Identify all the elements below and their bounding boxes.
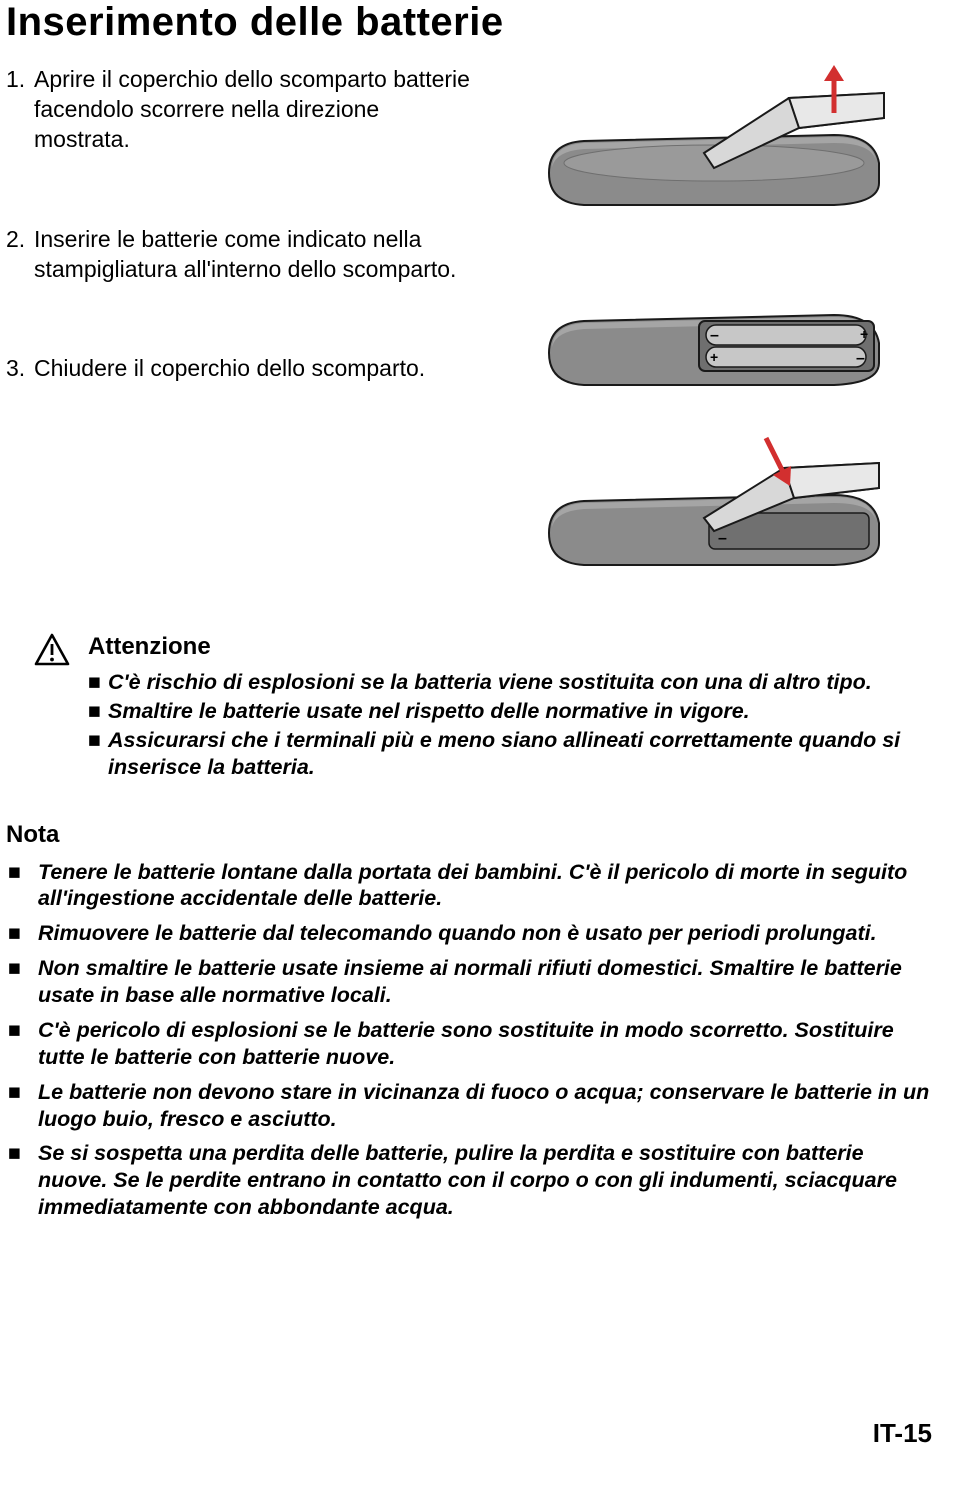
bullet-icon: ■ bbox=[88, 698, 108, 725]
step-text: Chiudere il coperchio dello scomparto. bbox=[34, 354, 425, 384]
battery-compartment-icon: + – + – bbox=[699, 321, 874, 371]
bullet-icon: ■ bbox=[6, 920, 38, 947]
step-1: 1. Aprire il coperchio dello scomparto b… bbox=[6, 65, 476, 155]
bullet-icon: ■ bbox=[6, 1017, 38, 1071]
figure-insert-batteries: + – + – bbox=[534, 243, 904, 403]
nota-item: ■ C'è pericolo di esplosioni se le batte… bbox=[6, 1017, 932, 1071]
nota-item: ■ Rimuovere le batterie dal telecomando … bbox=[6, 920, 932, 947]
warning-triangle-icon bbox=[34, 633, 70, 667]
nota-list: ■ Tenere le batterie lontane dalla porta… bbox=[6, 859, 932, 1222]
nota-item: ■ Le batterie non devono stare in vicina… bbox=[6, 1079, 932, 1133]
nota-item: ■ Non smaltire le batterie usate insieme… bbox=[6, 955, 932, 1009]
page-heading: Inserimento delle batterie bbox=[6, 0, 932, 45]
polarity-minus-icon: – bbox=[718, 530, 727, 547]
step-number: 3. bbox=[6, 354, 34, 384]
step-text: Aprire il coperchio dello scomparto batt… bbox=[34, 65, 476, 155]
polarity-plus-icon: + bbox=[710, 349, 718, 365]
bullet-icon: ■ bbox=[6, 859, 38, 913]
steps-column: 1. Aprire il coperchio dello scomparto b… bbox=[6, 63, 476, 583]
nota-block: Nota ■ Tenere le batterie lontane dalla … bbox=[6, 821, 932, 1222]
polarity-plus-icon: + bbox=[860, 326, 868, 342]
nota-item: ■ Se si sospetta una perdita delle batte… bbox=[6, 1140, 932, 1221]
bullet-icon: ■ bbox=[88, 727, 108, 781]
bullet-icon: ■ bbox=[6, 955, 38, 1009]
attention-text: Smaltire le batterie usate nel rispetto … bbox=[108, 698, 750, 725]
page-number: IT-15 bbox=[873, 1418, 932, 1449]
nota-text: Tenere le batterie lontane dalla portata… bbox=[38, 859, 932, 913]
nota-text: Rimuovere le batterie dal telecomando qu… bbox=[38, 920, 877, 947]
figure-close-cover: – bbox=[534, 423, 904, 583]
attention-title: Attenzione bbox=[88, 633, 932, 661]
attention-item: ■ Assicurarsi che i terminali più e meno… bbox=[88, 727, 932, 781]
bullet-icon: ■ bbox=[6, 1140, 38, 1221]
attention-item: ■ Smaltire le batterie usate nel rispett… bbox=[88, 698, 932, 725]
attention-list: ■ C'è rischio di esplosioni se la batter… bbox=[88, 669, 932, 781]
polarity-minus-icon: – bbox=[856, 350, 865, 367]
step-number: 2. bbox=[6, 225, 34, 285]
attention-text: C'è rischio di esplosioni se la batteria… bbox=[108, 669, 872, 696]
nota-text: Se si sospetta una perdita delle batteri… bbox=[38, 1140, 932, 1221]
attention-block: Attenzione ■ C'è rischio di esplosioni s… bbox=[34, 633, 932, 783]
attention-item: ■ C'è rischio di esplosioni se la batter… bbox=[88, 669, 932, 696]
steps-and-figures: 1. Aprire il coperchio dello scomparto b… bbox=[6, 63, 932, 583]
nota-text: C'è pericolo di esplosioni se le batteri… bbox=[38, 1017, 932, 1071]
figure-open-cover bbox=[534, 63, 904, 223]
step-3: 3. Chiudere il coperchio dello scomparto… bbox=[6, 354, 476, 384]
nota-text: Non smaltire le batterie usate insieme a… bbox=[38, 955, 932, 1009]
figures-column: + – + – – bbox=[506, 63, 932, 583]
bullet-icon: ■ bbox=[6, 1079, 38, 1133]
nota-title: Nota bbox=[6, 821, 932, 849]
nota-text: Le batterie non devono stare in vicinanz… bbox=[38, 1079, 932, 1133]
nota-item: ■ Tenere le batterie lontane dalla porta… bbox=[6, 859, 932, 913]
step-2: 2. Inserire le batterie come indicato ne… bbox=[6, 225, 476, 285]
attention-text: Assicurarsi che i terminali più e meno s… bbox=[108, 727, 932, 781]
bullet-icon: ■ bbox=[88, 669, 108, 696]
polarity-minus-icon: – bbox=[710, 327, 719, 344]
step-text: Inserire le batterie come indicato nella… bbox=[34, 225, 476, 285]
step-number: 1. bbox=[6, 65, 34, 155]
